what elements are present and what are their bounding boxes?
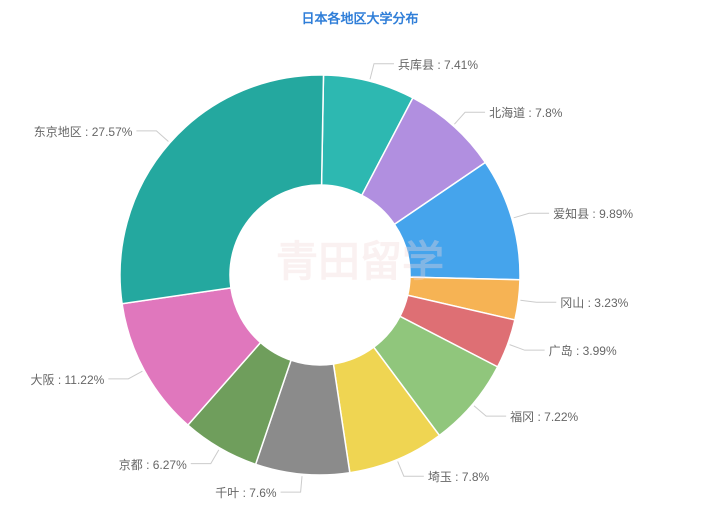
slice-label-东京地区: 东京地区 : 27.57% [34,123,133,140]
slice-label-爱知县: 爱知县 : 9.89% [553,205,633,222]
leader-line [514,213,549,218]
leader-line [191,450,219,464]
slice-label-福冈: 福冈 : 7.22% [510,408,578,425]
leader-line [398,461,424,476]
leader-line [136,131,168,142]
slice-label-北海道: 北海道 : 7.8% [489,104,562,121]
slice-label-京都: 京都 : 6.27% [119,456,187,473]
leader-line [520,300,556,302]
donut-hole [230,185,410,365]
slice-label-大阪: 大阪 : 11.22% [31,371,105,388]
leader-line [510,345,545,351]
slice-label-千叶: 千叶 : 7.6% [215,484,276,501]
leader-line [281,476,302,492]
slice-label-埼玉: 埼玉 : 7.8% [428,468,489,485]
leader-line [454,112,485,124]
leader-line [108,371,142,379]
leader-line [370,64,394,80]
chart-title: 日本各地区大学分布 [0,8,720,27]
donut-chart: 青田留学 日本各地区大学分布 兵库县 : 7.41%北海道 : 7.8%爱知县 … [0,0,720,523]
donut-svg [0,0,720,523]
slice-label-兵库县: 兵库县 : 7.41% [398,56,478,73]
slice-label-冈山: 冈山 : 3.23% [560,294,628,311]
slice-label-广岛: 广岛 : 3.99% [549,342,617,359]
leader-line [474,406,506,416]
